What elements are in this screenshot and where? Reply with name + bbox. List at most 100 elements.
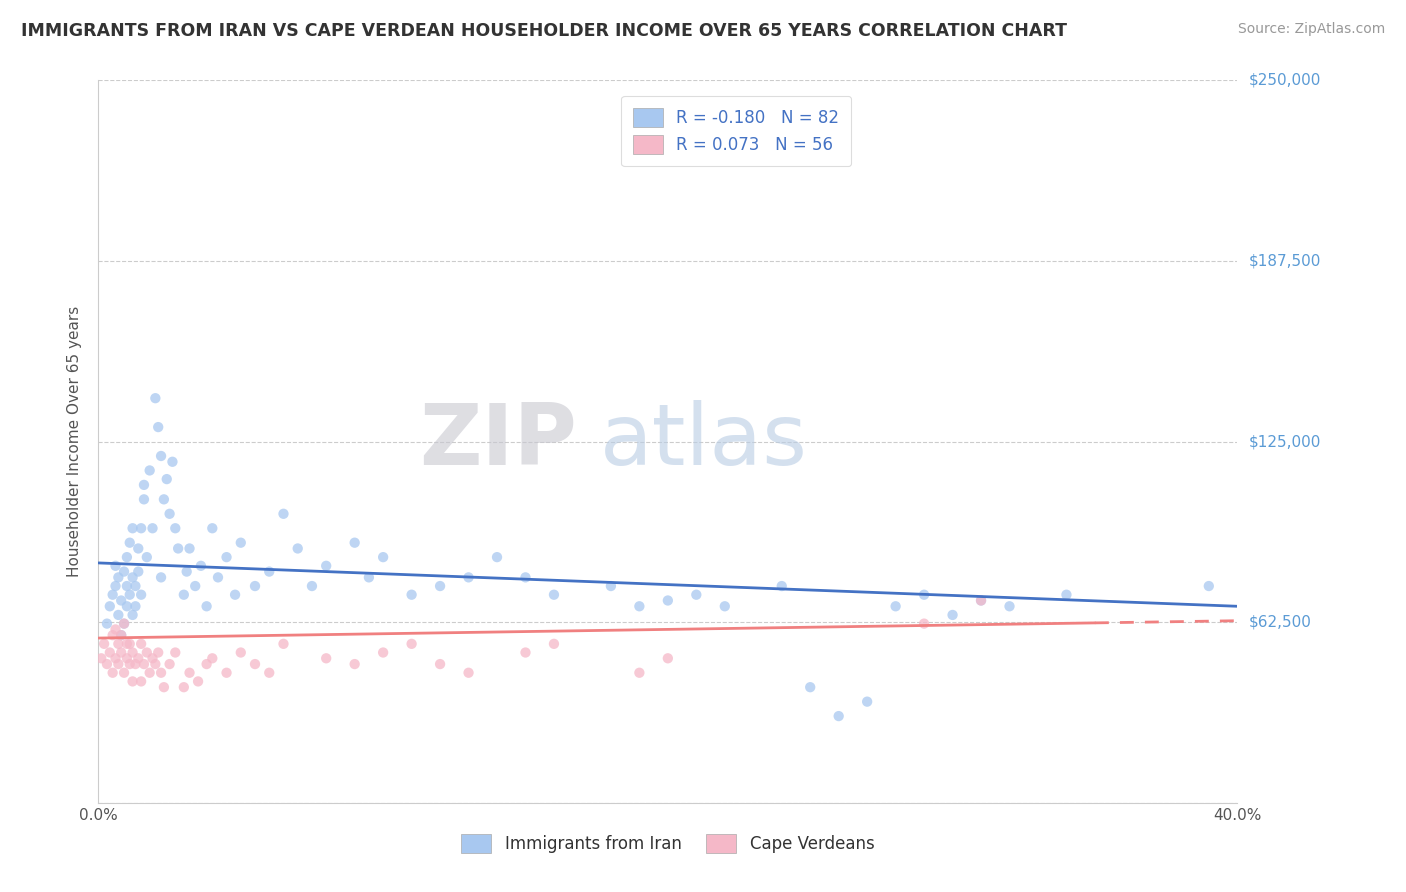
Point: [148, 420, 170, 434]
Point: [107, 637, 129, 651]
Point: [176, 565, 198, 579]
Point: [243, 579, 266, 593]
Point: [429, 657, 451, 671]
Point: [129, 588, 152, 602]
Point: [373, 646, 395, 660]
Point: [373, 550, 395, 565]
Point: [107, 570, 129, 584]
Point: [187, 674, 209, 689]
Point: [998, 599, 1021, 614]
Point: [141, 651, 163, 665]
Point: [124, 599, 146, 614]
Point: [129, 674, 152, 689]
Point: [190, 558, 212, 573]
Point: [121, 521, 143, 535]
Point: [121, 646, 143, 660]
Point: [714, 599, 737, 614]
Point: [543, 588, 565, 602]
Point: [243, 657, 266, 671]
Point: [115, 579, 138, 593]
Point: [150, 570, 173, 584]
Text: ZIP: ZIP: [419, 400, 576, 483]
Point: [121, 607, 143, 622]
Point: [112, 616, 135, 631]
Point: [301, 579, 323, 593]
Point: [970, 593, 993, 607]
Point: [96, 657, 118, 671]
Point: [107, 607, 129, 622]
Point: [104, 558, 127, 573]
Point: [657, 593, 679, 607]
Point: [138, 665, 160, 680]
Text: $250,000: $250,000: [1249, 73, 1320, 87]
Point: [110, 628, 132, 642]
Point: [828, 709, 851, 723]
Point: [273, 507, 295, 521]
Y-axis label: Householder Income Over 65 years: Householder Income Over 65 years: [67, 306, 83, 577]
Point: [104, 579, 127, 593]
Point: [112, 665, 135, 680]
Point: [127, 651, 149, 665]
Point: [357, 570, 380, 584]
Legend: Immigrants from Iran, Cape Verdeans: Immigrants from Iran, Cape Verdeans: [454, 827, 882, 860]
Point: [107, 657, 129, 671]
Point: [112, 616, 135, 631]
Text: Source: ZipAtlas.com: Source: ZipAtlas.com: [1237, 22, 1385, 37]
Point: [135, 550, 157, 565]
Text: $125,000: $125,000: [1249, 434, 1320, 449]
Point: [153, 680, 176, 694]
Point: [132, 478, 155, 492]
Point: [132, 657, 155, 671]
Point: [121, 570, 143, 584]
Point: [156, 472, 179, 486]
Point: [110, 646, 132, 660]
Point: [1198, 579, 1220, 593]
Point: [115, 651, 138, 665]
Point: [93, 637, 115, 651]
Text: IMMIGRANTS FROM IRAN VS CAPE VERDEAN HOUSEHOLDER INCOME OVER 65 YEARS CORRELATIO: IMMIGRANTS FROM IRAN VS CAPE VERDEAN HOU…: [21, 22, 1067, 40]
Point: [259, 565, 281, 579]
Point: [148, 646, 170, 660]
Point: [401, 637, 423, 651]
Point: [215, 665, 238, 680]
Point: [141, 521, 163, 535]
Point: [110, 593, 132, 607]
Point: [201, 521, 224, 535]
Text: $187,500: $187,500: [1249, 253, 1320, 268]
Point: [273, 637, 295, 651]
Point: [215, 550, 238, 565]
Point: [173, 680, 195, 694]
Point: [628, 599, 651, 614]
Point: [229, 646, 252, 660]
Point: [101, 665, 124, 680]
Point: [179, 665, 201, 680]
Point: [124, 657, 146, 671]
Point: [159, 507, 181, 521]
Point: [457, 570, 479, 584]
Point: [884, 599, 907, 614]
Point: [165, 646, 187, 660]
Point: [224, 588, 246, 602]
Point: [179, 541, 201, 556]
Point: [515, 646, 537, 660]
Point: [127, 565, 149, 579]
Point: [118, 637, 141, 651]
Point: [115, 599, 138, 614]
Point: [132, 492, 155, 507]
Point: [657, 651, 679, 665]
Point: [104, 623, 127, 637]
Point: [856, 695, 879, 709]
Point: [121, 674, 143, 689]
Point: [129, 521, 152, 535]
Point: [101, 588, 124, 602]
Point: [429, 579, 451, 593]
Point: [912, 616, 935, 631]
Point: [96, 616, 118, 631]
Text: atlas: atlas: [599, 400, 807, 483]
Point: [112, 565, 135, 579]
Point: [118, 588, 141, 602]
Point: [315, 651, 337, 665]
Point: [129, 637, 152, 651]
Point: [150, 665, 173, 680]
Point: [98, 599, 121, 614]
